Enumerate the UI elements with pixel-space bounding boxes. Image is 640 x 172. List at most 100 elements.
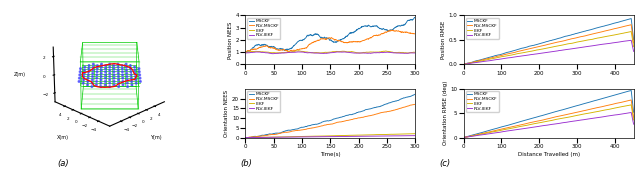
Line: MSCKF: MSCKF xyxy=(245,17,415,52)
MSCKF xyxy=(412,93,419,95)
MSCKF xyxy=(358,26,366,28)
PLV-IEKF xyxy=(552,123,559,125)
MSCKF xyxy=(552,38,559,40)
IEKF xyxy=(627,30,635,33)
MSCKF xyxy=(627,89,635,92)
PLV-MSCKF xyxy=(388,29,396,31)
IEKF xyxy=(294,50,302,52)
PLV-IEKF xyxy=(241,137,249,139)
PLV-MSCKF xyxy=(310,41,318,43)
IEKF xyxy=(358,52,366,54)
MSCKF xyxy=(310,34,318,36)
PLV-MSCKF xyxy=(377,33,385,35)
PLV-MSCKF xyxy=(541,44,548,46)
PLV-MSCKF xyxy=(377,111,385,114)
MSCKF xyxy=(316,36,324,38)
PLV-IEKF xyxy=(460,136,467,138)
PLV-MSCKF xyxy=(460,63,467,65)
MSCKF xyxy=(541,114,548,116)
IEKF xyxy=(561,44,568,46)
PLV-IEKF xyxy=(561,121,568,123)
MSCKF xyxy=(630,111,637,113)
Text: (c): (c) xyxy=(439,159,451,168)
PLV-MSCKF xyxy=(627,99,635,101)
Text: (b): (b) xyxy=(241,159,252,168)
MSCKF xyxy=(561,108,568,110)
MSCKF xyxy=(241,51,249,53)
PLV-IEKF xyxy=(460,63,467,65)
IEKF xyxy=(599,109,607,111)
X-axis label: Time(s): Time(s) xyxy=(320,152,340,157)
PLV-MSCKF xyxy=(411,103,419,105)
MSCKF xyxy=(259,134,266,136)
PLV-IEKF xyxy=(377,135,385,137)
PLV-MSCKF xyxy=(374,113,381,115)
PLV-MSCKF xyxy=(599,30,607,33)
PLV-IEKF xyxy=(259,136,266,138)
PLV-IEKF xyxy=(310,136,318,138)
MSCKF xyxy=(541,41,549,43)
IEKF xyxy=(541,47,549,50)
IEKF xyxy=(412,133,419,135)
PLV-IEKF xyxy=(630,123,637,125)
Line: PLV-IEKF: PLV-IEKF xyxy=(245,52,415,54)
PLV-IEKF xyxy=(259,51,266,53)
IEKF xyxy=(377,51,385,53)
Y-axis label: Position NEES: Position NEES xyxy=(228,21,233,59)
PLV-MSCKF xyxy=(241,137,249,139)
PLV-MSCKF xyxy=(310,127,318,129)
Legend: MSCKF, PLV-MSCKF, IEKF, PLV-IEKF: MSCKF, PLV-MSCKF, IEKF, PLV-IEKF xyxy=(248,91,280,112)
PLV-MSCKF xyxy=(627,24,635,26)
IEKF xyxy=(460,63,467,65)
IEKF xyxy=(241,137,249,139)
PLV-IEKF xyxy=(599,43,607,45)
IEKF xyxy=(630,119,637,121)
MSCKF xyxy=(561,35,568,37)
Text: (a): (a) xyxy=(57,159,68,168)
PLV-MSCKF xyxy=(358,116,366,118)
Y-axis label: Orientation NEES: Orientation NEES xyxy=(224,90,229,137)
IEKF xyxy=(316,52,324,54)
PLV-MSCKF xyxy=(259,46,266,48)
PLV-MSCKF xyxy=(630,116,637,119)
Line: MSCKF: MSCKF xyxy=(463,90,634,137)
MSCKF xyxy=(259,44,266,46)
PLV-MSCKF xyxy=(412,33,419,35)
PLV-IEKF xyxy=(241,52,249,54)
Y-axis label: Orientation RMSE (deg): Orientation RMSE (deg) xyxy=(443,81,447,145)
Line: PLV-MSCKF: PLV-MSCKF xyxy=(245,30,415,52)
IEKF xyxy=(316,135,324,137)
PLV-IEKF xyxy=(378,51,385,53)
IEKF xyxy=(241,51,249,53)
Line: PLV-MSCKF: PLV-MSCKF xyxy=(245,104,415,138)
Legend: MSCKF, PLV-MSCKF, IEKF, PLV-IEKF: MSCKF, PLV-MSCKF, IEKF, PLV-IEKF xyxy=(248,18,280,39)
PLV-MSCKF xyxy=(259,135,266,137)
Line: PLV-IEKF: PLV-IEKF xyxy=(245,136,415,138)
MSCKF xyxy=(310,123,318,125)
IEKF xyxy=(626,104,634,106)
MSCKF xyxy=(626,90,634,92)
Legend: MSCKF, PLV-MSCKF, IEKF, PLV-IEKF: MSCKF, PLV-MSCKF, IEKF, PLV-IEKF xyxy=(466,91,499,112)
PLV-IEKF xyxy=(627,111,635,114)
PLV-MSCKF xyxy=(316,125,324,127)
PLV-IEKF xyxy=(626,112,634,114)
PLV-IEKF xyxy=(358,52,366,54)
IEKF xyxy=(552,119,559,121)
IEKF xyxy=(259,136,266,138)
IEKF xyxy=(310,52,318,54)
Y-axis label: Position RMSE: Position RMSE xyxy=(441,21,446,59)
IEKF xyxy=(259,51,266,53)
MSCKF xyxy=(374,106,381,108)
MSCKF xyxy=(241,137,249,139)
IEKF xyxy=(374,134,381,136)
PLV-IEKF xyxy=(269,53,277,55)
PLV-IEKF xyxy=(310,52,318,54)
PLV-MSCKF xyxy=(541,118,549,120)
PLV-IEKF xyxy=(358,135,366,137)
IEKF xyxy=(412,51,419,53)
PLV-MSCKF xyxy=(626,24,634,26)
Y-axis label: X(m): X(m) xyxy=(57,136,69,141)
PLV-IEKF xyxy=(541,124,549,126)
Line: IEKF: IEKF xyxy=(463,105,634,137)
PLV-IEKF xyxy=(627,39,635,41)
